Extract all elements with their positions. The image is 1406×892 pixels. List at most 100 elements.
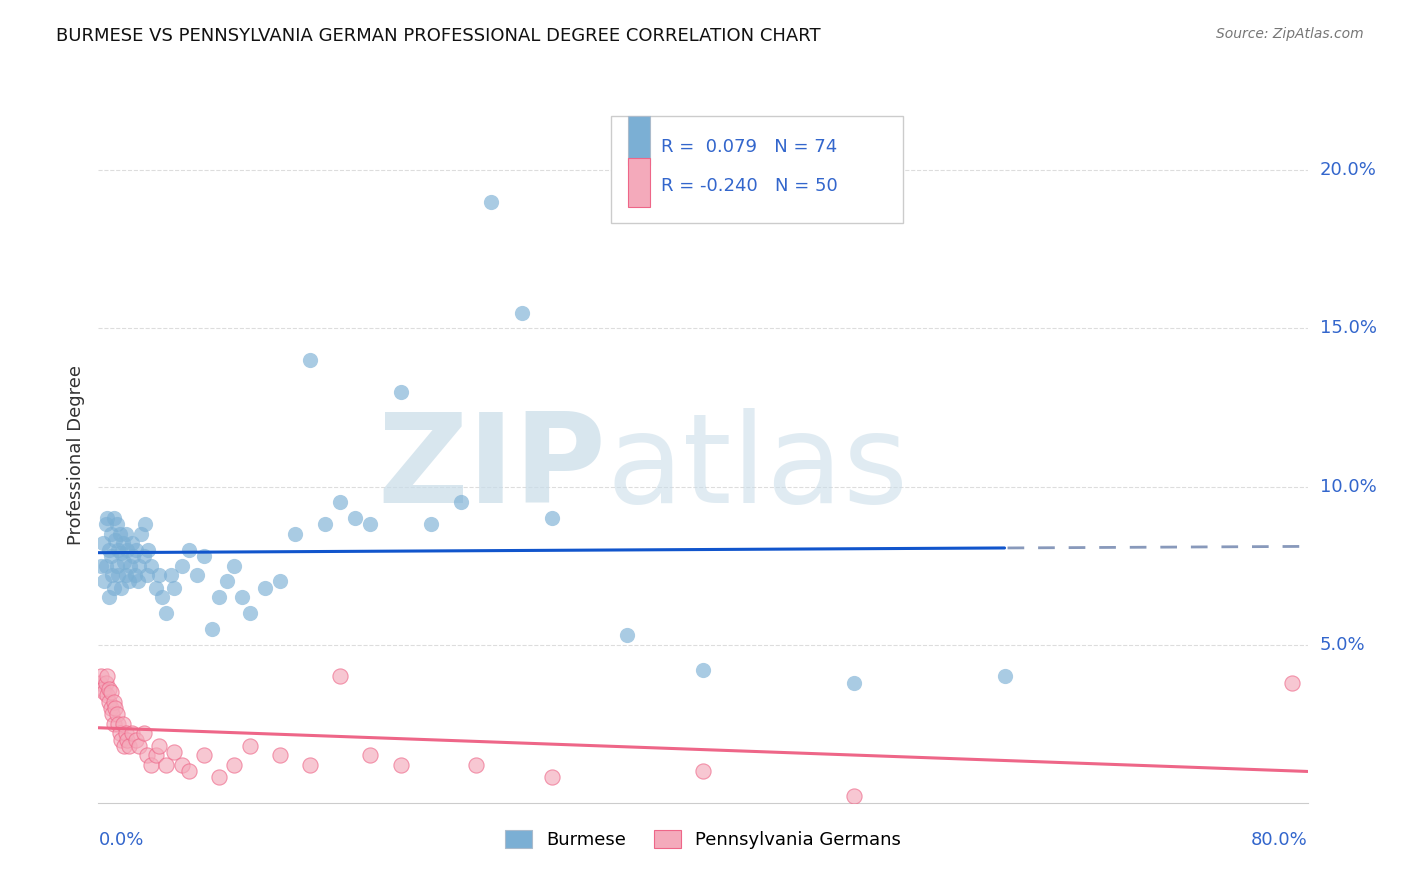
Point	[100, 701, 122, 715]
Point	[170, 558, 193, 573]
Point	[107, 542, 129, 557]
Text: 80.0%: 80.0%	[1251, 830, 1308, 848]
Point	[107, 568, 129, 582]
Point	[389, 384, 412, 399]
Point	[239, 739, 262, 753]
Point	[101, 568, 124, 582]
Point	[90, 669, 112, 683]
Y-axis label: Professional Degree: Professional Degree	[66, 365, 84, 545]
Point	[110, 581, 132, 595]
Point	[111, 536, 134, 550]
Point	[93, 574, 115, 589]
Point	[118, 574, 141, 589]
Point	[114, 726, 136, 740]
Point	[170, 757, 193, 772]
Point	[314, 517, 336, 532]
Point	[269, 748, 291, 763]
Point	[114, 527, 136, 541]
Point	[299, 757, 322, 772]
Point	[844, 789, 866, 804]
Point	[101, 707, 124, 722]
Point	[360, 517, 382, 532]
Point	[94, 675, 117, 690]
Point	[90, 558, 112, 573]
Point	[104, 701, 127, 715]
Point	[155, 606, 177, 620]
Text: 15.0%: 15.0%	[1320, 319, 1376, 337]
Point	[100, 549, 122, 563]
Point	[163, 745, 186, 759]
Point	[692, 663, 714, 677]
Point	[98, 542, 121, 557]
Point	[419, 517, 441, 532]
Point	[481, 194, 503, 209]
Point	[177, 542, 201, 557]
Point	[115, 542, 138, 557]
Point	[94, 517, 117, 532]
Point	[110, 546, 132, 560]
Point	[148, 568, 170, 582]
Point	[132, 549, 155, 563]
Point	[110, 732, 132, 747]
Point	[103, 511, 125, 525]
Point	[269, 574, 291, 589]
Point	[360, 748, 382, 763]
Legend: Burmese, Pennsylvania Germans: Burmese, Pennsylvania Germans	[498, 822, 908, 856]
Point	[450, 495, 472, 509]
Point	[107, 716, 129, 731]
Point	[127, 574, 149, 589]
Point	[96, 669, 118, 683]
Point	[125, 732, 148, 747]
Point	[103, 716, 125, 731]
Point	[112, 556, 135, 570]
Point	[91, 681, 114, 696]
Point	[112, 739, 135, 753]
Point	[136, 542, 159, 557]
Point	[1281, 675, 1303, 690]
Point	[122, 549, 145, 563]
Point	[105, 517, 128, 532]
Point	[344, 511, 367, 525]
Point	[224, 757, 246, 772]
Point	[145, 581, 167, 595]
Point	[89, 675, 111, 690]
Point	[98, 695, 121, 709]
Text: Source: ZipAtlas.com: Source: ZipAtlas.com	[1216, 27, 1364, 41]
Point	[155, 757, 177, 772]
Point	[98, 591, 121, 605]
Text: 10.0%: 10.0%	[1320, 477, 1376, 496]
Point	[128, 739, 150, 753]
Point	[135, 568, 157, 582]
Point	[100, 685, 122, 699]
Point	[98, 681, 121, 696]
Text: BURMESE VS PENNSYLVANIA GERMAN PROFESSIONAL DEGREE CORRELATION CHART: BURMESE VS PENNSYLVANIA GERMAN PROFESSIO…	[56, 27, 821, 45]
Point	[94, 558, 117, 573]
Point	[389, 757, 412, 772]
Point	[329, 495, 352, 509]
Point	[231, 591, 253, 605]
Point	[121, 726, 143, 740]
Point	[150, 591, 173, 605]
Point	[253, 581, 276, 595]
Point	[208, 771, 231, 785]
Point	[224, 558, 246, 573]
Point	[329, 669, 352, 683]
Point	[193, 748, 215, 763]
Point	[121, 536, 143, 550]
Point	[96, 511, 118, 525]
Point	[96, 688, 118, 702]
Point	[115, 732, 138, 747]
Point	[105, 558, 128, 573]
Point	[103, 581, 125, 595]
Point	[135, 748, 157, 763]
Point	[160, 568, 183, 582]
Point	[114, 568, 136, 582]
Text: atlas: atlas	[606, 409, 908, 529]
Text: R = -0.240   N = 50: R = -0.240 N = 50	[661, 178, 838, 195]
Text: 5.0%: 5.0%	[1320, 636, 1365, 654]
Point	[125, 542, 148, 557]
Text: ZIP: ZIP	[378, 409, 606, 529]
Point	[284, 527, 307, 541]
Point	[132, 726, 155, 740]
Point	[193, 549, 215, 563]
